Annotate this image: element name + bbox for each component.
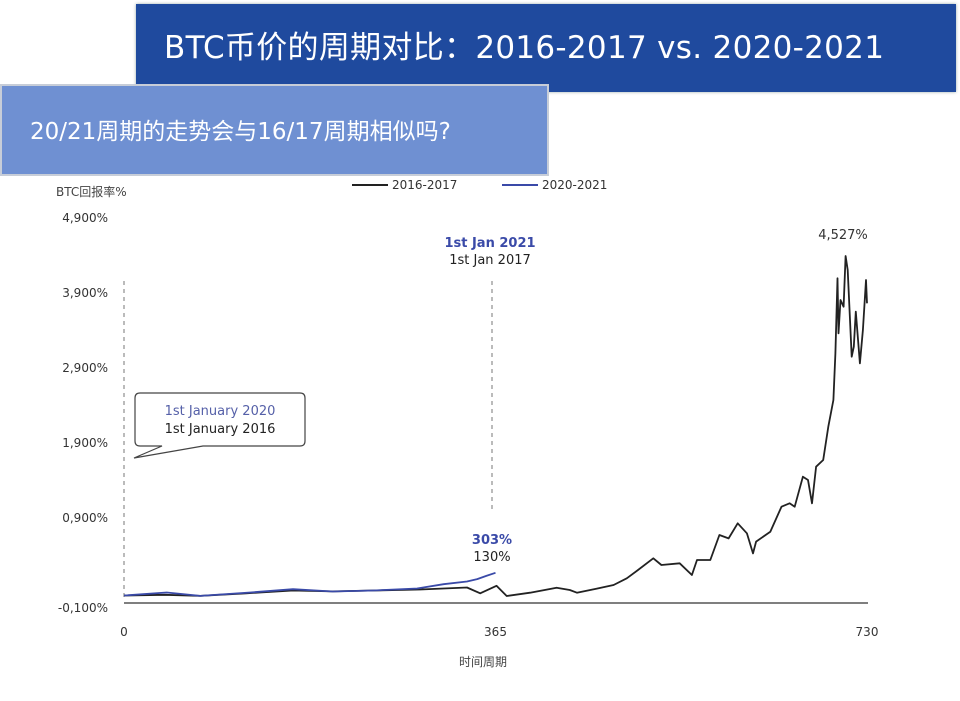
- callout-2020: 1st January 2020: [165, 404, 276, 419]
- callout-2016: 1st January 2016: [165, 422, 276, 437]
- y-tick-label: 2,900%: [62, 361, 108, 375]
- x-tick-label: 365: [484, 625, 507, 639]
- series-line-2020-2021: [123, 571, 496, 597]
- y-tick-label: 4,900%: [62, 211, 108, 225]
- value-label-2020: 303%: [472, 533, 512, 548]
- series-line-2016-2017: [123, 255, 868, 597]
- legend-label-2020: 2020-2021: [542, 178, 608, 192]
- peak-label: 4,527%: [818, 228, 868, 243]
- legend-swatch-2020: [502, 184, 538, 186]
- page-subtitle: 20/21周期的走势会与16/17周期相似吗?: [0, 84, 549, 176]
- legend-label-2016: 2016-2017: [392, 178, 458, 192]
- x-axis-label: 时间周期: [459, 655, 507, 669]
- page-title: BTC币价的周期对比：2016-2017 vs. 2020-2021: [136, 4, 956, 92]
- legend-item-2016: 2016-2017: [352, 178, 457, 192]
- mid-label-2021: 1st Jan 2021: [444, 236, 535, 251]
- legend-swatch-2016: [352, 184, 388, 186]
- y-tick-label: -0,100%: [58, 601, 108, 615]
- x-tick-label: 730: [856, 625, 879, 639]
- x-tick-label: 0: [120, 625, 128, 639]
- start-callout-box: [133, 392, 306, 459]
- y-axis-label: BTC回报率%: [56, 185, 127, 199]
- mid-label-2017: 1st Jan 2017: [449, 253, 531, 268]
- value-label-2016: 130%: [473, 550, 510, 565]
- y-tick-label: 0,900%: [62, 511, 108, 525]
- y-tick-label: 3,900%: [62, 286, 108, 300]
- legend-item-2020: 2020-2021: [502, 178, 607, 192]
- y-tick-label: 1,900%: [62, 436, 108, 450]
